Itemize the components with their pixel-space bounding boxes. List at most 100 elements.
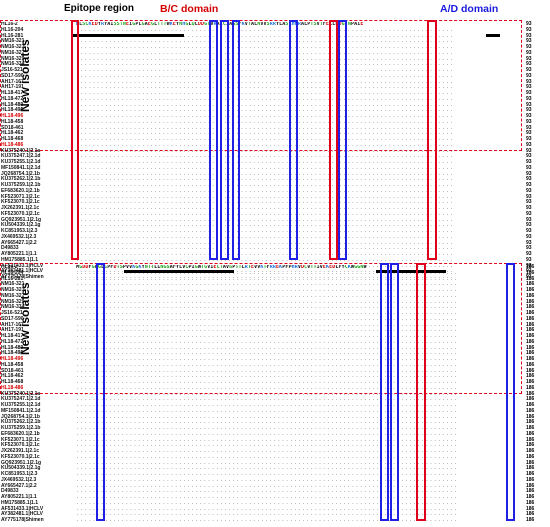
position-number: 186 xyxy=(526,338,535,345)
position-number: 93 xyxy=(526,182,532,188)
isolate-name: KU375240.1|2.1a xyxy=(1,147,41,154)
position-number: 93 xyxy=(526,44,532,50)
sequence-row: ........................................… xyxy=(76,402,459,408)
sequence-row: ........................................… xyxy=(76,419,459,426)
blue-box-bottom-1 xyxy=(96,263,105,521)
sequence-row: ........................................… xyxy=(76,390,459,397)
position-number: 186 xyxy=(526,264,535,270)
position-number: 93 xyxy=(526,55,532,62)
isolate-name: JX262391.1|2.1c xyxy=(1,205,40,211)
position-number: 186 xyxy=(526,384,535,391)
position-number: 93 xyxy=(526,72,532,79)
position-number: 186 xyxy=(526,425,535,431)
isolate-name: HL18-486 xyxy=(1,384,24,391)
position-number: 186 xyxy=(526,448,535,454)
isolate-name: KF523070.1|2.1c xyxy=(1,210,40,217)
reference-sequence: RLSCKEDYRYAISSTNEIGPLGAEGLTTTWKEYNHGLQLD… xyxy=(76,22,364,27)
isolate-name: AF531433.1|HCLV xyxy=(1,262,44,269)
isolate-name: AY382481.1|HCLV xyxy=(1,268,43,275)
position-number: 93 xyxy=(526,130,532,137)
position-number: 93 xyxy=(526,32,532,39)
position-number: 93 xyxy=(526,170,532,177)
sequence-row: ........................................… xyxy=(76,338,459,345)
sequence-row: ........................................… xyxy=(76,275,459,282)
isolate-name: KF523071.1|2.1c xyxy=(1,193,40,200)
isolate-name: EF683620.1|2.1b xyxy=(1,430,40,437)
sequence-row: ........................................… xyxy=(76,159,455,165)
position-number: 186 xyxy=(526,356,535,362)
position-number: 186 xyxy=(526,304,535,311)
sequence-row: ........................................… xyxy=(76,124,455,131)
epitope-region-header: Epitope region xyxy=(64,3,134,14)
isolate-name: D49833 xyxy=(1,245,19,252)
sequence-row: ........................................… xyxy=(76,396,459,403)
sequence-row: ........................................… xyxy=(76,281,459,288)
position-number: 93 xyxy=(526,90,532,96)
sequence-row: ........................................… xyxy=(76,304,459,311)
isolate-name: AH17-167 xyxy=(1,78,24,85)
position-number: 186 xyxy=(526,471,535,477)
sequence-row: ........................................… xyxy=(76,222,455,229)
isolate-name: AY665427.1|2.2 xyxy=(1,239,37,246)
isolate-name: JX262391.1|2.1c xyxy=(1,448,40,454)
position-number: 93 xyxy=(526,26,532,33)
epitope-bar-bottom xyxy=(124,270,234,273)
sequence-row: ........................................… xyxy=(76,298,459,305)
sequence-row: ........................................… xyxy=(76,205,455,211)
isolate-name: SD18-461 xyxy=(1,124,24,131)
isolate-name: HL16-2 xyxy=(1,265,18,270)
isolate-name: MF150841.1|2.1d xyxy=(1,164,41,171)
isolate-name: NM16-327 xyxy=(1,49,25,56)
isolate-name: MF150841.1|2.1d xyxy=(1,407,41,414)
isolate-name: SD17-590 xyxy=(1,315,24,322)
isolate-name: AF531433.1|HCLV xyxy=(1,505,44,512)
isolate-name: KU375262.1|2.1b xyxy=(1,176,41,183)
sequence-row: ........................................… xyxy=(76,44,455,50)
isolate-name: NM16-327 xyxy=(1,292,25,299)
sequence-row: ........................................… xyxy=(76,107,455,114)
isolate-name: AY805221.1|1.1 xyxy=(1,494,37,500)
isolate-name: NM16-329 xyxy=(1,298,25,305)
isolate-name: KC851953.1|2.3 xyxy=(1,228,38,234)
isolate-name: HL18-417 xyxy=(1,90,24,96)
sequence-row: ........................................… xyxy=(76,49,455,56)
position-number: 186 xyxy=(526,459,535,466)
position-number: 93 xyxy=(526,164,532,171)
position-number: 186 xyxy=(526,310,535,316)
position-number: 186 xyxy=(526,327,535,334)
position-number: 186 xyxy=(526,488,535,495)
isolate-name: JS16-521 xyxy=(1,310,23,316)
sequence-row: ........................................… xyxy=(76,26,455,33)
isolate-name: NM16-329 xyxy=(1,55,25,62)
sequence-row: ........................................… xyxy=(76,436,459,443)
epitope-bar-top xyxy=(72,34,184,37)
position-number: 186 xyxy=(526,430,535,437)
position-number: 93 xyxy=(526,124,532,131)
position-number: 186 xyxy=(526,517,535,523)
position-number: 186 xyxy=(526,315,535,322)
position-number: 186 xyxy=(526,402,535,408)
position-number: 186 xyxy=(526,350,535,357)
isolate-name: HM175885.1|1.1 xyxy=(1,499,38,506)
sequence-row: ........................................… xyxy=(76,413,459,420)
isolate-name: KU504339.1|2.1g xyxy=(1,222,41,229)
isolate-name: SD18-461 xyxy=(1,367,24,374)
position-number: 186 xyxy=(526,390,535,397)
position-number: 93 xyxy=(526,49,532,56)
sequence-rows-top: RLSCKEDYRYAISSTNEIGPLGAEGLTTTWKEYNHGLQLD… xyxy=(76,22,520,281)
isolate-name: SD17-590 xyxy=(1,72,24,79)
sequence-row: ........................................… xyxy=(76,210,455,217)
isolate-name: HL18-495 xyxy=(1,107,24,114)
sequence-row: ........................................… xyxy=(76,356,459,362)
alignment-panel-top: Epitope region B/C domain A/D domain New… xyxy=(0,3,532,280)
sequence-row: ........................................… xyxy=(76,488,459,495)
blue-box-top-5 xyxy=(338,20,347,260)
sequence-row: ........................................… xyxy=(76,164,455,171)
position-number: 93 xyxy=(526,61,532,68)
sequence-row: ........................................… xyxy=(76,361,459,368)
new-isolates-box-top xyxy=(0,20,522,151)
isolate-list-bottom: HL16-2 HL16-204 HL16-281 NM16-321 NM16-323 NM… xyxy=(1,265,61,524)
isolate-name: KU504339.1|2.1g xyxy=(1,465,41,472)
position-number: 186 xyxy=(526,379,535,385)
isolate-name: HM175885.1|1.1 xyxy=(1,256,38,263)
